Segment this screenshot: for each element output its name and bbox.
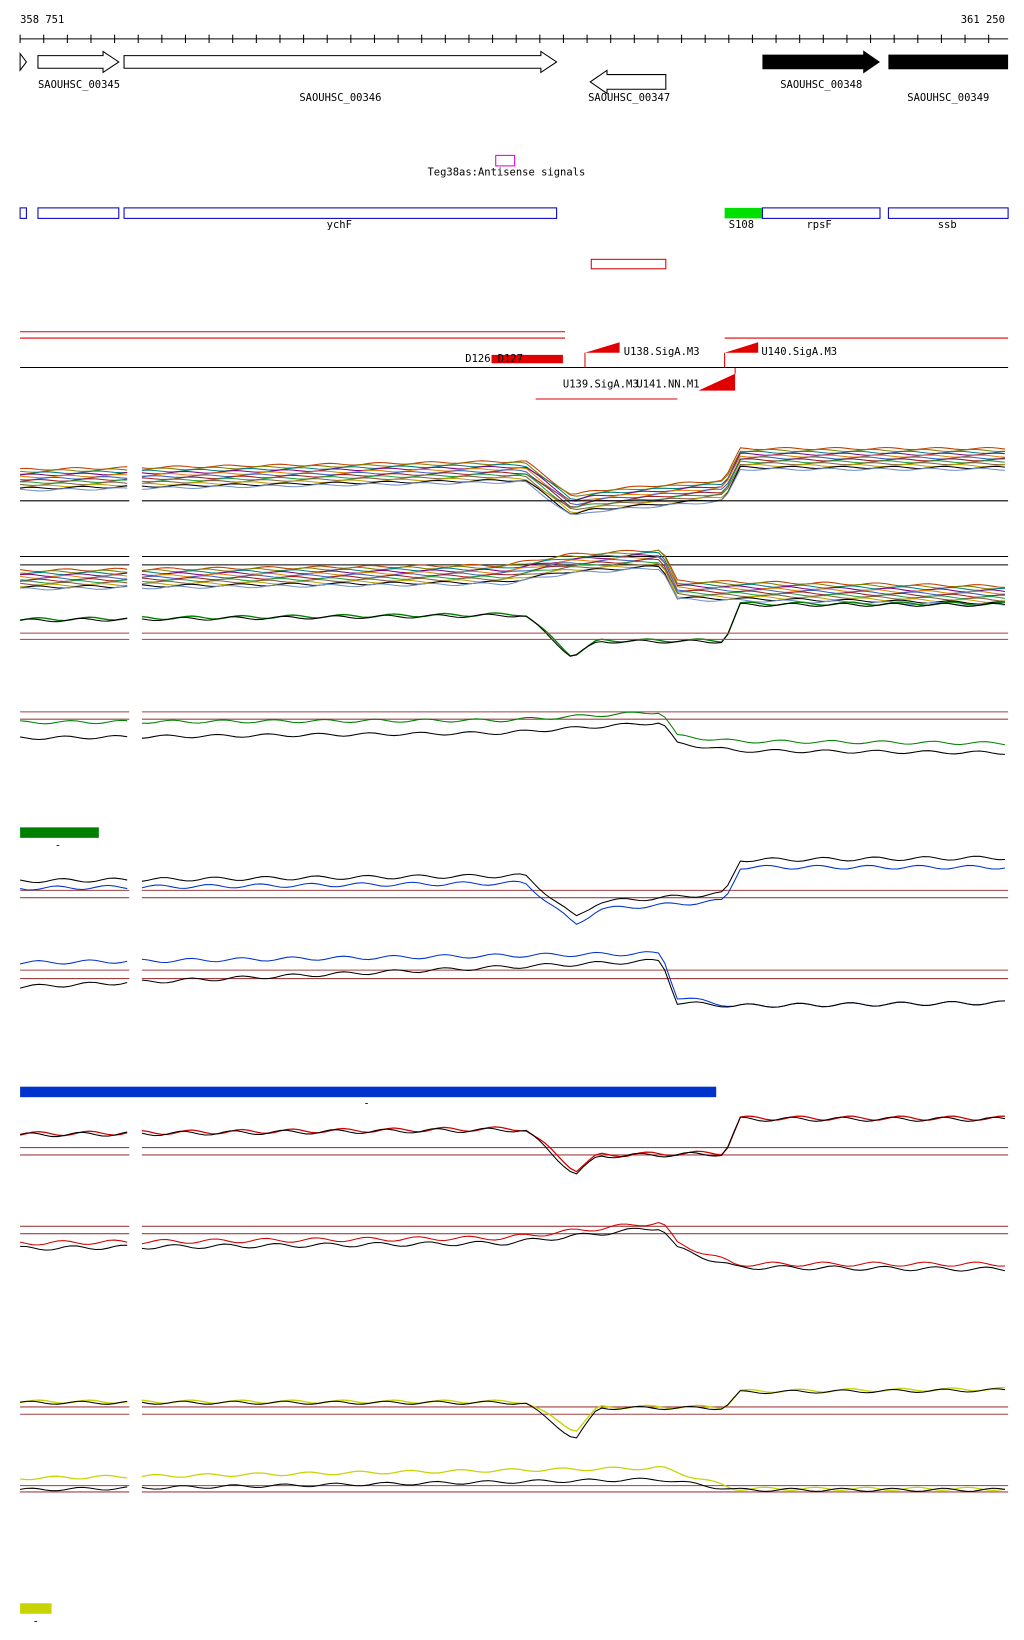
trace: [141, 463, 1005, 514]
trace: [141, 601, 1005, 657]
trace: [141, 1115, 1005, 1173]
reg-label: U138.SigA.M3: [624, 346, 700, 358]
reg-label: D126: [465, 353, 490, 365]
trace: [141, 1477, 1006, 1492]
trace: [141, 1465, 1006, 1492]
expression-traces: [19, 446, 1009, 1493]
gene-label: SAOUHSC_00347: [588, 92, 670, 104]
trace: [141, 450, 1005, 501]
trace: [20, 478, 128, 483]
legend-label: -: [33, 1615, 39, 1627]
legend-bar: [20, 827, 99, 838]
trace: [20, 476, 128, 481]
feature-box: [724, 207, 763, 219]
feature-label: ychF: [327, 219, 352, 231]
trace: [141, 565, 1005, 605]
trace: [141, 456, 1006, 506]
gene-block: [888, 54, 1009, 70]
feature-box: [37, 207, 120, 219]
gene-arrow: [19, 51, 28, 72]
reg-label: U140.SigA.M3: [761, 346, 837, 358]
reg-label: U141.NN.M1: [636, 378, 699, 390]
trace: [141, 448, 1005, 497]
trace: [19, 1130, 128, 1137]
gene-arrow: [37, 50, 120, 74]
trace: [20, 466, 128, 471]
trace: [141, 465, 1005, 515]
trace: [141, 958, 1005, 1008]
trace: [19, 1131, 128, 1138]
feature-box: [19, 207, 27, 219]
feature-label: rpsF: [807, 219, 832, 231]
trace: [141, 711, 1006, 746]
trace: [19, 877, 128, 884]
trace: [20, 884, 128, 891]
trace: [141, 551, 1005, 591]
antisense-label: Teg38as:Antisense signals: [427, 166, 585, 178]
trace: [141, 1388, 1006, 1439]
gene-label: SAOUHSC_00348: [780, 79, 862, 91]
gene-label: SAOUHSC_00349: [907, 92, 989, 104]
legend-label: -: [55, 839, 61, 851]
trace: [141, 602, 1006, 657]
trace: [20, 586, 128, 591]
gene-arrow: [762, 50, 881, 74]
trace: [141, 446, 1006, 495]
ruler-start: 358 751: [20, 14, 64, 26]
feature-box: [887, 207, 1009, 219]
trace: [141, 1227, 1006, 1272]
trace: [19, 959, 128, 965]
trace: [141, 951, 1005, 1008]
trace: [20, 1486, 128, 1492]
trace: [141, 864, 1006, 925]
feature-label: S108: [729, 219, 754, 231]
feature-box: [590, 258, 667, 270]
reg-stem: [584, 352, 736, 374]
trace: [141, 855, 1005, 917]
legend-bar: [20, 1086, 717, 1098]
gene-label: SAOUHSC_00346: [299, 92, 381, 104]
trace: [20, 1474, 128, 1481]
trace: [141, 1386, 1005, 1432]
trace: [20, 617, 128, 623]
trace: [20, 719, 128, 725]
trace: [141, 460, 1006, 508]
trace: [141, 462, 1005, 510]
gene-arrow: [589, 69, 667, 95]
legend-label: -: [363, 1098, 369, 1110]
trace: [20, 473, 128, 479]
gene-arrow: [123, 50, 558, 74]
trace: [20, 487, 128, 492]
trace: [19, 1239, 128, 1246]
legend-bar: [20, 1603, 52, 1614]
trace: [141, 554, 1006, 593]
feature-box: [123, 207, 558, 219]
gene-label: SAOUHSC_00345: [38, 79, 120, 91]
trace: [141, 1221, 1005, 1267]
trace: [20, 1244, 128, 1251]
ruler-end: 361 250: [961, 14, 1005, 26]
trace: [19, 981, 128, 989]
reg-label: D127: [498, 353, 523, 365]
trace: [141, 1116, 1006, 1175]
trace: [141, 722, 1005, 755]
antisense-box: [495, 154, 516, 167]
trace: [20, 1400, 128, 1405]
trace: [141, 560, 1006, 600]
feature-label: ssb: [938, 219, 957, 231]
feature-box: [761, 207, 881, 219]
trace: [141, 467, 1005, 515]
reg-block: [491, 354, 563, 364]
trace: [20, 567, 128, 573]
trace: [20, 734, 128, 740]
reg-label: U139.SigA.M3: [563, 378, 639, 390]
ruler-ticks: [19, 34, 990, 44]
